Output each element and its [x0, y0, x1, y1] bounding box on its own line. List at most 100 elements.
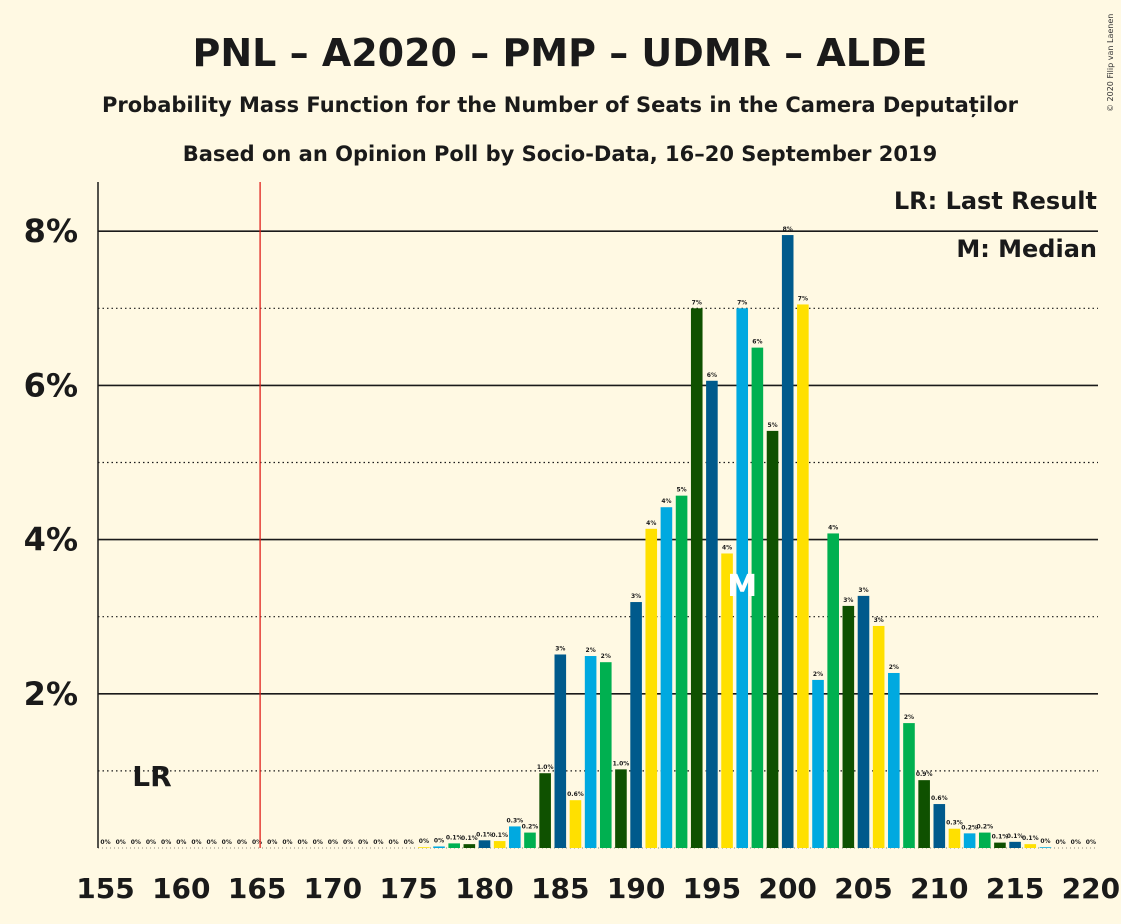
bar-seat-182 — [509, 826, 521, 848]
x-tick-label: 185 — [531, 872, 589, 905]
bar-label-seat-183: 0.2% — [522, 824, 539, 831]
y-tick-label: 6% — [24, 366, 78, 404]
bar-label-seat-196: 4% — [722, 544, 732, 551]
bar-label-seat-211: 0.3% — [946, 820, 963, 827]
bar-label-seat-182: 0.3% — [506, 817, 523, 824]
bar-label-seat-185: 3% — [555, 645, 565, 652]
chart-title: PNL – A2020 – PMP – UDMR – ALDE — [193, 31, 928, 75]
bar-seat-214 — [994, 842, 1006, 848]
bar-label-seat-195: 6% — [707, 372, 717, 379]
bar-seat-206 — [872, 625, 885, 848]
bar-label-seat-201: 7% — [798, 295, 808, 302]
bar-seat-193 — [675, 495, 688, 848]
bar-label-seat-156: 0% — [116, 839, 126, 846]
bar-label-seat-165: 0% — [252, 839, 262, 846]
bar-seat-179 — [463, 844, 476, 848]
bar-seat-215 — [1009, 841, 1021, 848]
bar-label-seat-155: 0% — [100, 839, 110, 846]
bar-label-seat-168: 0% — [297, 839, 307, 846]
chart-subtitle-2: Based on an Opinion Poll by Socio-Data, … — [183, 142, 938, 166]
bar-label-seat-215: 0.1% — [1007, 833, 1024, 840]
bar-label-seat-180: 0.1% — [476, 831, 493, 838]
y-tick-label: 4% — [24, 521, 78, 559]
bar-label-seat-213: 0.2% — [976, 824, 993, 831]
bar-seat-207 — [888, 672, 900, 848]
bar-seat-184 — [539, 773, 551, 848]
bar-label-seat-188: 2% — [601, 653, 611, 660]
bar-label-seat-187: 2% — [586, 647, 596, 654]
bar-seat-189 — [615, 769, 627, 848]
bar-seat-213 — [978, 832, 991, 848]
x-tick-label: 155 — [76, 872, 134, 905]
bar-label-seat-174: 0% — [388, 839, 398, 846]
bar-seat-197 — [736, 308, 749, 848]
bar-label-seat-169: 0% — [313, 839, 323, 846]
bar-seat-202 — [812, 679, 824, 848]
bar-label-seat-163: 0% — [222, 839, 232, 846]
bars-group — [418, 235, 1052, 848]
bar-label-seat-172: 0% — [358, 839, 368, 846]
bar-label-seat-160: 0% — [176, 839, 186, 846]
bar-label-seat-164: 0% — [237, 839, 247, 846]
bar-seat-178 — [448, 843, 460, 848]
bar-seat-183 — [524, 832, 536, 848]
bar-label-seat-203: 4% — [828, 524, 838, 531]
y-tick-label: 2% — [24, 675, 78, 713]
bar-label-seat-206: 3% — [874, 617, 884, 624]
bar-label-seat-179: 0.1% — [461, 835, 478, 842]
bar-seat-191 — [645, 528, 658, 848]
bar-seat-201 — [797, 304, 809, 848]
bar-label-seat-207: 2% — [889, 664, 899, 671]
bar-seat-186 — [569, 800, 582, 848]
bar-label-seat-210: 0.6% — [931, 795, 948, 802]
x-tick-label: 210 — [910, 872, 968, 905]
bar-label-seat-184: 1.0% — [537, 764, 554, 771]
bar-label-seat-181: 0.1% — [491, 832, 508, 839]
bar-label-seat-214: 0.1% — [992, 834, 1009, 841]
bar-seat-187 — [584, 656, 597, 848]
bar-label-seat-189: 1.0% — [613, 760, 630, 767]
bar-seat-212 — [963, 833, 976, 848]
x-tick-label: 180 — [455, 872, 513, 905]
bar-seat-199 — [766, 430, 779, 848]
x-tick-label: 170 — [304, 872, 362, 905]
bar-label-seat-200: 8% — [783, 226, 793, 233]
x-tick-label: 195 — [683, 872, 741, 905]
bar-label-seat-197: 7% — [737, 299, 747, 306]
bar-seat-208 — [903, 723, 915, 848]
bar-label-seat-205: 3% — [858, 587, 868, 594]
x-tick-label: 190 — [607, 872, 665, 905]
bar-label-seat-157: 0% — [131, 839, 141, 846]
bar-label-seat-220: 0% — [1086, 839, 1096, 846]
bar-seat-192 — [660, 507, 673, 848]
bar-seat-211 — [948, 828, 961, 848]
bar-seat-181 — [493, 841, 506, 848]
bar-label-seat-204: 3% — [843, 597, 853, 604]
bar-label-seat-212: 0.2% — [961, 824, 978, 831]
bar-label-seat-176: 0% — [419, 838, 429, 845]
x-axis-ticks: 155 160 165 170 175 180 185 190 195 200 205 210 215 2… — [76, 872, 1120, 905]
copyright-text: © 2020 Filip van Laenen — [1106, 14, 1115, 112]
bar-seat-196 — [721, 553, 733, 848]
bar-seat-200 — [781, 235, 794, 848]
x-tick-label: 165 — [228, 872, 286, 905]
bar-seat-190 — [630, 602, 642, 848]
bar-label-seat-177: 0% — [434, 837, 444, 844]
x-tick-label: 220 — [1062, 872, 1120, 905]
bar-seat-185 — [554, 654, 567, 848]
bar-seat-216 — [1024, 844, 1037, 848]
x-tick-label: 160 — [152, 872, 210, 905]
bar-seat-180 — [478, 840, 491, 848]
y-axis-ticks: 2% 4% 6% 8% — [24, 212, 78, 713]
x-tick-label: 175 — [379, 872, 437, 905]
bar-seat-210 — [933, 804, 946, 848]
median-label: M — [727, 569, 757, 604]
bar-seat-198 — [751, 347, 764, 848]
bar-label-seat-173: 0% — [373, 839, 383, 846]
bar-seat-204 — [842, 605, 855, 848]
bar-seat-217 — [1039, 847, 1052, 848]
last-result-label: LR — [132, 760, 171, 793]
bar-label-seat-217: 0% — [1040, 838, 1050, 845]
bar-label-seat-219: 0% — [1071, 839, 1081, 846]
bar-labels-group: 0% 0% 0% 0% 0% 0% 0% 0% 0% 0% 0% 0% 0% 0% 0% 0% 0% 0% 0% 0%… — [100, 226, 1096, 846]
